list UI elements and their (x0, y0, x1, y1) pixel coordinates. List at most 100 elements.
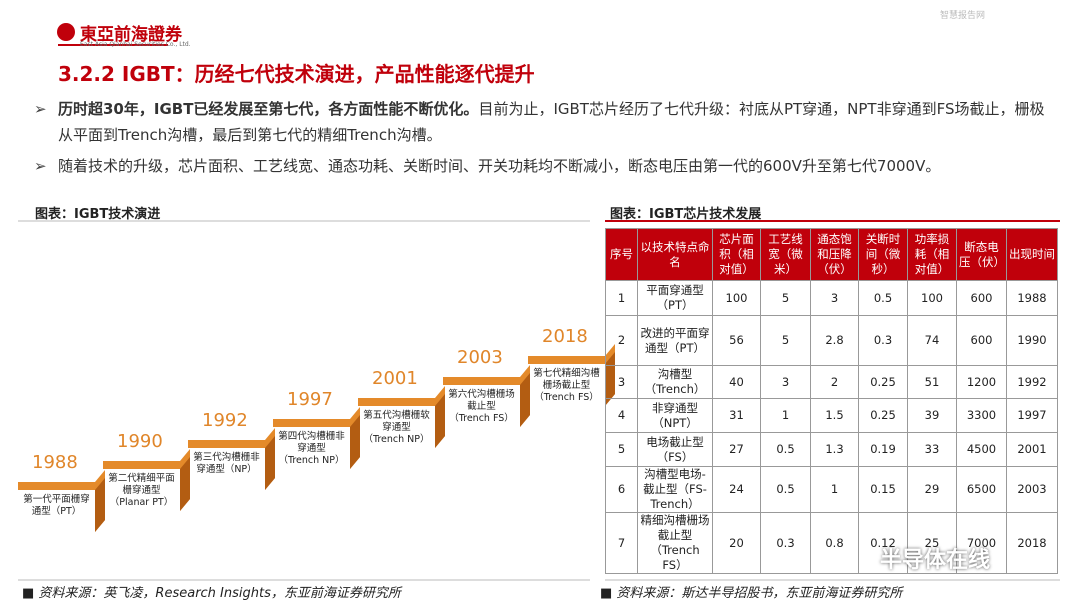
cell: 1 (605, 280, 638, 316)
header-cell: 断态电压（伏） (956, 228, 1007, 281)
cell: 4 (605, 398, 638, 433)
step-label: 第一代平面栅穿通型（PT） (23, 494, 90, 517)
cell: 2003 (1006, 466, 1058, 513)
bullet-text: 目前为止，IGBT芯片经历了七代升级：衬底从PT穿通，NPT非穿通到FS场截止，… (58, 100, 1045, 144)
cell: 2 (605, 315, 638, 366)
source-text: 资料来源：英飞凌，Research Insights，东亚前海证券研究所 (38, 586, 401, 601)
cell: 27 (712, 432, 761, 467)
cell: 31 (712, 398, 761, 433)
cell: 0.25 (858, 398, 908, 433)
step-shade (95, 478, 105, 532)
cell: 2.8 (810, 315, 859, 366)
header-cell: 序号 (605, 228, 638, 281)
year: 2018 (542, 326, 588, 347)
caption: 图表：IGBT技术演进 (35, 207, 161, 222)
cell: 6500 (956, 466, 1007, 513)
logo-rule (58, 44, 168, 46)
cell: 2001 (1006, 432, 1058, 467)
cell: 3 (605, 365, 638, 399)
cell: 24 (712, 466, 761, 513)
step (18, 470, 105, 532)
cell: 3 (760, 365, 811, 399)
cell: 7000 (956, 512, 1007, 574)
step-shade (265, 436, 275, 490)
step (443, 365, 530, 427)
header-cell: 关断时间（微秒） (858, 228, 908, 281)
cell: 40 (712, 365, 761, 399)
spec-table: 序号 以技术特点命名 芯片面积（相对值） 工艺线宽（微米） 通态饱和压降（伏） 关断时间（… (605, 228, 1058, 574)
cell: 0.25 (858, 365, 908, 399)
cell: 0.3 (858, 315, 908, 366)
cell: 51 (907, 365, 957, 399)
header-cell: 功率损耗（相对值） (907, 228, 957, 281)
cell: 20 (712, 512, 761, 574)
row: 1 平面穿通型（PT） 100 5 3 0.5 100 600 1988 (605, 280, 1058, 316)
cell: 5 (760, 280, 811, 316)
cell: 0.5 (760, 466, 811, 513)
cell: 非穿通型（NPT） (637, 398, 713, 433)
year: 2003 (457, 347, 503, 368)
cell: 沟槽型（Trench） (637, 365, 713, 399)
cell: 精细沟槽栅场截止型（Trench FS） (637, 512, 713, 574)
step (188, 428, 275, 490)
step (103, 449, 190, 511)
step-label: 第二代精细平面栅穿通型（Planar PT） (108, 473, 175, 508)
cell: 600 (956, 280, 1007, 316)
cell: 100 (712, 280, 761, 316)
step-label: 第三代沟槽栅非穿通型（NP） (193, 452, 260, 475)
header-cell: 工艺线宽（微米） (760, 228, 811, 281)
cell: 100 (907, 280, 957, 316)
step-shade (180, 457, 190, 511)
step (358, 386, 445, 448)
cell: 1 (760, 398, 811, 433)
cell: 0.8 (810, 512, 859, 574)
step (528, 344, 615, 406)
cell: 1990 (1006, 315, 1058, 366)
row: 5 电场截止型（FS） 27 0.5 1.3 0.19 33 4500 2001 (605, 432, 1058, 467)
staircase (18, 344, 615, 532)
cell: 25 (907, 512, 957, 574)
source: ■ 资料来源：斯达半导招股书，东亚前海证券研究所 (600, 586, 903, 601)
year: 2001 (372, 368, 418, 389)
cell: 3300 (956, 398, 1007, 433)
source-text: 资料来源：斯达半导招股书，东亚前海证券研究所 (616, 586, 903, 601)
cell: 4500 (956, 432, 1007, 467)
cell: 56 (712, 315, 761, 366)
cell: 沟槽型电场-截止型（FS-Trench） (637, 466, 713, 513)
overlay-watermark: 半导体在线 (880, 548, 991, 573)
header-cell: 出现时间 (1006, 228, 1058, 281)
cell: 0.15 (858, 466, 908, 513)
cell: 5 (760, 315, 811, 366)
step-label: 第六代沟槽栅场截止型（Trench FS） (448, 389, 515, 424)
year: 1992 (202, 410, 248, 431)
cell: 0.3 (760, 512, 811, 574)
cell: 1997 (1006, 398, 1058, 433)
step-label: 第七代精细沟槽栅场截止型（Trench FS） (533, 368, 600, 403)
cell: 平面穿通型（PT） (637, 280, 713, 316)
cell: 33 (907, 432, 957, 467)
cell: 2018 (1006, 512, 1058, 574)
cell: 1992 (1006, 365, 1058, 399)
step-label: 第五代沟槽栅软穿通型（Trench NP） (363, 410, 430, 445)
cell: 39 (907, 398, 957, 433)
bullet-text: 随着技术的升级，芯片面积、工艺线宽、通态功耗、关断时间、开关功耗均不断减小，断态… (58, 157, 941, 175)
row: 7 精细沟槽栅场截止型（Trench FS） 20 0.3 0.8 0.12 25 7000 2… (605, 512, 1058, 574)
header-row: 序号 以技术特点命名 芯片面积（相对值） 工艺线宽（微米） 通态饱和压降（伏） 关断时间（… (605, 228, 1058, 281)
caption: 图表：IGBT芯片技术发展 (610, 207, 762, 222)
year: 1988 (32, 452, 78, 473)
cell: 0.12 (858, 512, 908, 574)
cell: 1200 (956, 365, 1007, 399)
cell: 7 (605, 512, 638, 574)
step-shade (350, 415, 360, 469)
cell: 600 (956, 315, 1007, 366)
cell: 0.5 (760, 432, 811, 467)
step-shade (435, 394, 445, 448)
header-cell: 芯片面积（相对值） (712, 228, 761, 281)
row: 3 沟槽型（Trench） 40 3 2 0.25 51 1200 1992 (605, 365, 1058, 399)
year: 1997 (287, 389, 333, 410)
cell: 1.5 (810, 398, 859, 433)
cell: 0.5 (858, 280, 908, 316)
cell: 1 (810, 466, 859, 513)
cell: 2 (810, 365, 859, 399)
